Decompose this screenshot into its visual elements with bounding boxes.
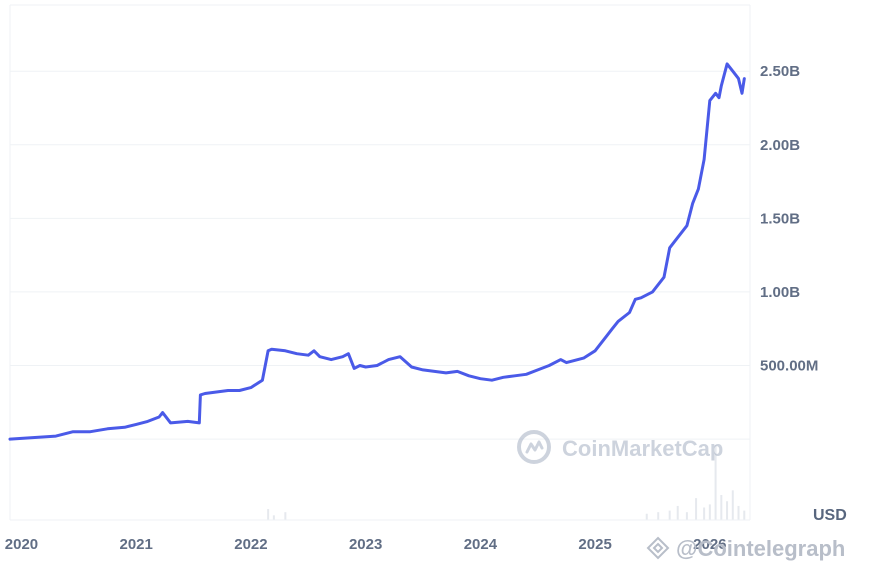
volume-bar — [720, 495, 723, 520]
y-tick-label: 2.00B — [760, 137, 800, 154]
volume-bar — [657, 512, 660, 520]
volume-bar — [676, 505, 679, 520]
volume-bar — [731, 490, 734, 520]
cointelegraph-watermark: @Cointelegraph — [646, 536, 845, 561]
volume-bar — [272, 515, 275, 520]
grid — [10, 70, 750, 440]
volume-bar — [743, 510, 746, 520]
x-tick-label: 2024 — [464, 536, 498, 553]
y-tick-label: 1.50B — [760, 210, 800, 227]
volume-bar — [708, 504, 711, 520]
volume-bar — [714, 445, 717, 520]
price-line — [8, 62, 746, 441]
currency-unit-label: USD — [813, 507, 847, 524]
cointelegraph-logo-icon — [646, 536, 670, 560]
volume-bar — [668, 510, 671, 520]
volume-bar — [726, 501, 729, 520]
x-tick-label: 2026 — [693, 536, 726, 553]
volume-bar — [645, 513, 648, 520]
y-tick-label: 1.00B — [760, 284, 800, 301]
x-tick-label: 2025 — [578, 536, 611, 553]
axis-labels: 500.00M 1.00B 1.50B 2.00B 2.50B 2020 2021 2022 2… — [5, 63, 819, 553]
x-tick-label: 2022 — [234, 536, 267, 553]
volume-bar — [284, 512, 287, 520]
coinmarketcap-watermark: CoinMarketCap — [517, 430, 723, 464]
volume-bars — [267, 445, 746, 520]
volume-bar — [685, 512, 688, 520]
volume-bar — [267, 509, 270, 520]
volume-bar — [703, 507, 706, 520]
y-tick-label: 2.50B — [760, 63, 800, 80]
volume-bar — [737, 505, 740, 520]
y-tick-label: 500.00M — [760, 358, 818, 375]
coinmarketcap-logo-icon — [517, 430, 551, 464]
volume-bar — [695, 498, 698, 520]
x-tick-label: 2021 — [120, 536, 153, 553]
cointelegraph-watermark-text: @Cointelegraph — [676, 536, 845, 561]
coinmarketcap-watermark-text: CoinMarketCap — [562, 436, 723, 461]
x-tick-label: 2023 — [349, 536, 382, 553]
x-tick-label: 2020 — [5, 536, 38, 553]
